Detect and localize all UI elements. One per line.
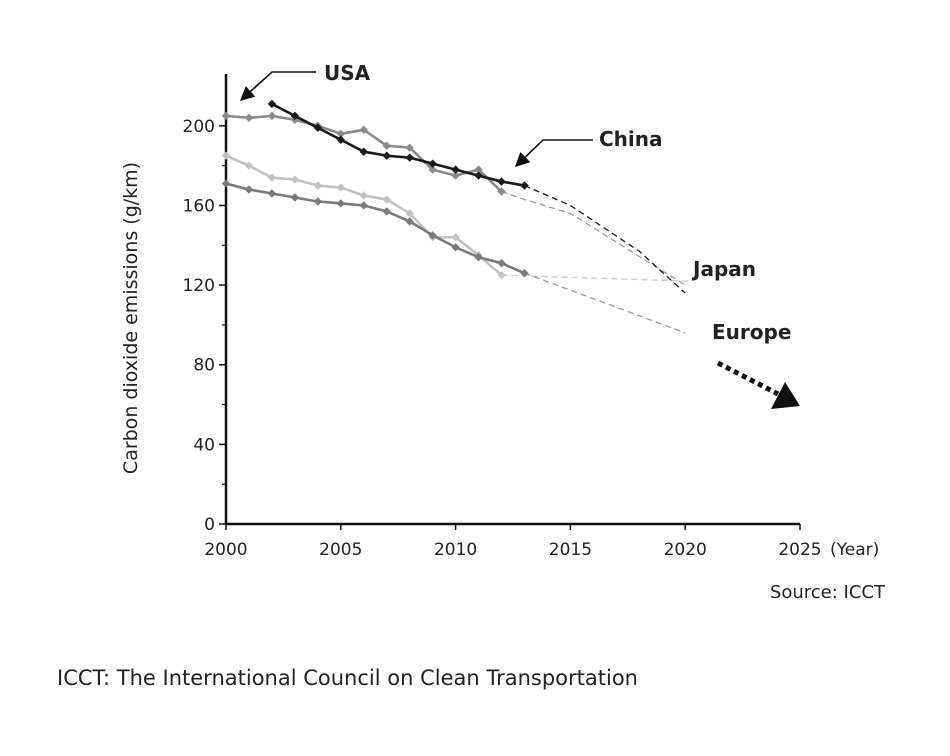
data-point-japan: [267, 173, 277, 182]
trend-arrow-head: [771, 382, 800, 409]
series-label-japan: Japan: [691, 257, 756, 281]
data-point-japan: [497, 270, 506, 280]
y-tick-label: 80: [193, 356, 215, 376]
data-point-europe: [221, 179, 231, 188]
data-point-europe: [451, 243, 460, 252]
data-point-japan: [382, 195, 391, 204]
x-tick-label: 2005: [319, 540, 362, 560]
y-axis-title: Carbon dioxide emissions (g/km): [120, 162, 142, 474]
projection-line-china: [524, 184, 686, 294]
data-point-usa: [451, 171, 460, 180]
data-point-japan: [359, 191, 368, 200]
y-tick-label: 0: [204, 515, 215, 535]
x-tick-label: 2020: [664, 540, 707, 560]
labels-layer: USA China Japan Europe Source: ICCT: [239, 61, 886, 603]
data-point-usa: [497, 187, 506, 196]
projection-line-europe: [524, 272, 686, 334]
data-point-europe: [290, 193, 300, 202]
x-tick-label: 2015: [549, 540, 592, 560]
data-point-china: [405, 153, 414, 162]
data-point-china: [451, 165, 460, 174]
projection-line-japan: [501, 274, 686, 282]
data-point-europe: [405, 217, 414, 226]
data-point-usa: [405, 143, 414, 152]
data-point-europe: [520, 268, 529, 278]
data-point-usa: [244, 113, 254, 123]
x-tick-label: 2010: [434, 540, 477, 560]
data-point-usa: [267, 111, 277, 121]
data-point-china: [336, 135, 345, 144]
series-line-europe: [225, 182, 525, 275]
data-point-china: [267, 99, 277, 109]
series-layer: [221, 99, 686, 334]
data-point-japan: [405, 209, 414, 218]
x-tick-label: 2000: [204, 540, 247, 560]
data-point-china: [313, 123, 323, 133]
axes: 0 40 80 120 160 200 2000 2005 2010 2015 2020 2025 (Y…: [120, 74, 879, 560]
data-point-europe: [428, 231, 437, 240]
data-point-usa: [382, 141, 391, 150]
data-point-japan: [244, 161, 254, 170]
data-point-japan: [451, 233, 460, 242]
data-point-europe: [336, 199, 345, 208]
x-tick-label: 2025: [778, 540, 821, 560]
data-point-usa: [474, 165, 483, 174]
data-point-china: [382, 151, 391, 160]
trend-arrow-shaft: [716, 360, 780, 397]
data-point-usa: [359, 125, 368, 134]
data-point-europe: [497, 258, 506, 268]
data-point-japan: [221, 151, 231, 160]
series-label-europe: Europe: [712, 320, 791, 344]
usa-leader-line: [239, 71, 316, 101]
y-tick-label: 200: [183, 117, 215, 137]
y-tick-label: 40: [193, 435, 215, 455]
data-point-japan: [290, 175, 300, 184]
data-point-europe: [244, 185, 254, 194]
data-point-china: [290, 111, 300, 121]
data-point-usa: [221, 111, 231, 121]
series-label-usa: USA: [324, 61, 371, 85]
data-point-china: [428, 159, 437, 168]
data-point-europe: [267, 189, 277, 198]
data-point-china: [474, 171, 483, 180]
data-point-china: [497, 177, 506, 186]
data-point-usa: [336, 129, 345, 138]
series-line-china: [271, 102, 525, 187]
source-label: Source: ICCT: [770, 582, 886, 603]
y-tick-label: 120: [183, 276, 215, 296]
footnote: ICCT: The International Council on Clean…: [57, 666, 638, 690]
data-point-europe: [359, 201, 368, 210]
data-point-china: [520, 181, 529, 190]
data-point-europe: [474, 253, 483, 262]
series-label-china: China: [599, 127, 663, 151]
x-unit-label: (Year): [830, 540, 879, 560]
projection-line-usa: [501, 190, 686, 286]
data-point-europe: [382, 207, 391, 216]
data-point-japan: [313, 181, 323, 190]
data-point-china: [359, 147, 368, 156]
data-point-europe: [313, 197, 323, 206]
y-tick-label: 160: [183, 196, 215, 216]
china-leader-line: [514, 139, 593, 167]
data-point-japan: [336, 183, 345, 192]
data-point-usa: [428, 165, 437, 174]
